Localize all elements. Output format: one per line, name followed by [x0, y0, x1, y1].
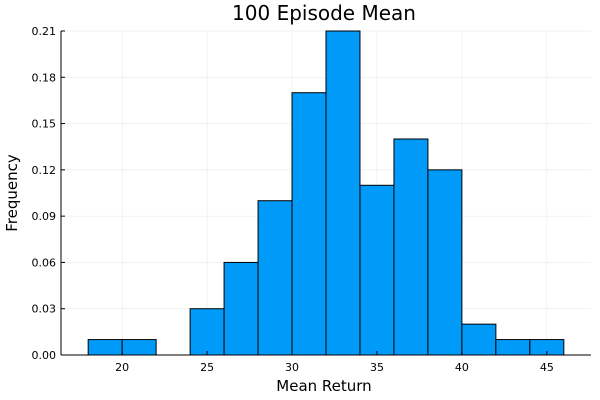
x-tick-label: 30 [285, 361, 299, 374]
histogram-bar [495, 339, 531, 356]
y-axis-ticks: 0.00 0.03 0.06 0.09 0.12 0.15 0.18 0.21 [32, 25, 65, 362]
histogram-bar [87, 339, 123, 356]
x-tick-label: 45 [540, 361, 554, 374]
x-tick-label: 35 [370, 361, 384, 374]
x-axis-label: Mean Return [276, 377, 371, 395]
chart-title: 100 Episode Mean [232, 1, 416, 25]
histogram-bar [291, 92, 327, 356]
y-tick-label: 0.12 [32, 164, 57, 177]
y-tick-label: 0.09 [32, 210, 57, 223]
x-axis-ticks: 20 25 30 35 40 45 [115, 351, 554, 374]
histogram-bar [189, 308, 225, 356]
histogram-bars [87, 30, 565, 356]
histogram-bar [121, 339, 157, 356]
histogram-bar [359, 184, 395, 356]
histogram-bar [325, 30, 361, 356]
x-tick-label: 40 [455, 361, 469, 374]
histogram-bar [257, 200, 293, 356]
histogram-bar [393, 138, 429, 356]
y-tick-label: 0.21 [32, 25, 57, 38]
y-tick-label: 0.06 [32, 256, 57, 269]
histogram-bar [427, 169, 463, 356]
x-tick-label: 25 [200, 361, 214, 374]
y-tick-label: 0.18 [32, 71, 57, 84]
y-axis-label: Frequency [3, 154, 21, 232]
x-tick-label: 20 [115, 361, 129, 374]
plot-frame [60, 31, 591, 356]
y-tick-label: 0.03 [32, 303, 57, 316]
y-tick-label: 0.15 [32, 118, 57, 131]
histogram-bar [461, 323, 497, 356]
y-tick-label: 0.00 [32, 349, 57, 362]
histogram-bar [223, 261, 259, 356]
